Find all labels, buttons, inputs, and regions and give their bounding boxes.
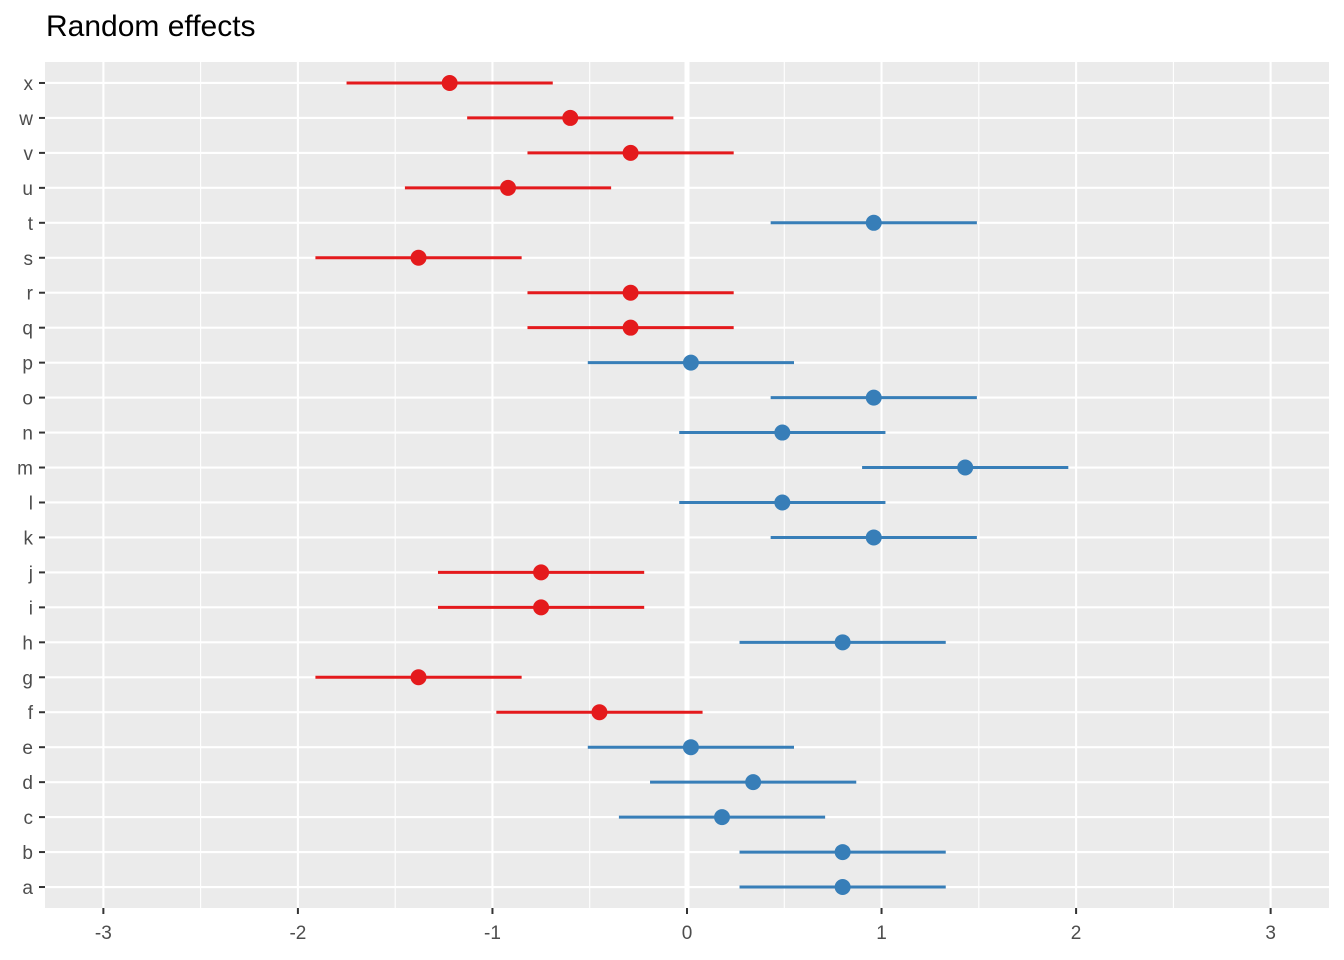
y-tick-label: j [28, 563, 33, 584]
y-tick-label: d [22, 773, 33, 794]
y-tick-label: s [24, 249, 34, 270]
point-estimate-q [622, 319, 639, 336]
y-tick-label: e [22, 738, 33, 759]
point-estimate-a [834, 879, 851, 896]
x-tick-label: -2 [289, 923, 306, 944]
point-estimate-l [774, 494, 791, 511]
point-estimate-g [410, 669, 427, 686]
x-tick-label: 1 [876, 923, 887, 944]
y-tick-label: m [17, 459, 33, 480]
y-tick-label: v [24, 144, 34, 165]
y-tick-label: w [18, 109, 33, 130]
x-tick-label: -1 [484, 923, 501, 944]
x-tick-label: 2 [1071, 923, 1082, 944]
y-tick-label: f [28, 703, 34, 724]
point-estimate-f [591, 704, 608, 721]
y-tick-label: i [29, 598, 33, 619]
chart-title: Random effects [46, 10, 256, 43]
y-tick-label: n [22, 424, 33, 445]
y-tick-label: g [22, 668, 33, 689]
x-axis: -3 -2 -1 0 1 2 3 [95, 908, 1276, 944]
y-tick-label: k [24, 528, 34, 549]
y-tick-label: x [24, 74, 34, 95]
y-tick-label: c [24, 808, 34, 829]
point-estimate-e [682, 739, 699, 756]
point-estimates [410, 74, 974, 896]
point-estimate-v [622, 144, 639, 161]
point-estimate-i [533, 599, 550, 616]
point-estimate-r [622, 284, 639, 301]
y-tick-label: o [22, 389, 33, 410]
point-estimate-p [682, 354, 699, 371]
y-tick-label: r [27, 284, 34, 305]
y-tick-label: p [22, 354, 33, 375]
x-tick-label: -3 [95, 923, 112, 944]
minor-gridlines [200, 62, 1174, 908]
y-tick-label: h [22, 633, 33, 654]
point-estimate-u [500, 179, 517, 196]
point-estimate-x [441, 74, 458, 91]
point-estimate-k [865, 529, 882, 546]
point-estimate-b [834, 844, 851, 861]
y-tick-label: l [29, 493, 33, 514]
point-estimate-j [533, 564, 550, 581]
point-estimate-t [865, 214, 882, 231]
y-tick-label: u [22, 179, 33, 200]
y-tick-label: q [22, 319, 33, 340]
point-estimate-n [774, 424, 791, 441]
y-tick-label: b [22, 843, 33, 864]
x-tick-label: 0 [682, 923, 693, 944]
y-tick-label: a [22, 878, 33, 899]
point-estimate-c [714, 809, 731, 826]
point-estimate-w [562, 109, 579, 126]
point-estimate-d [745, 774, 762, 791]
point-estimate-o [865, 389, 882, 406]
y-tick-label: t [28, 214, 34, 235]
point-estimate-s [410, 249, 427, 266]
point-estimate-m [957, 459, 974, 476]
point-estimate-h [834, 634, 851, 651]
x-tick-label: 3 [1265, 923, 1276, 944]
